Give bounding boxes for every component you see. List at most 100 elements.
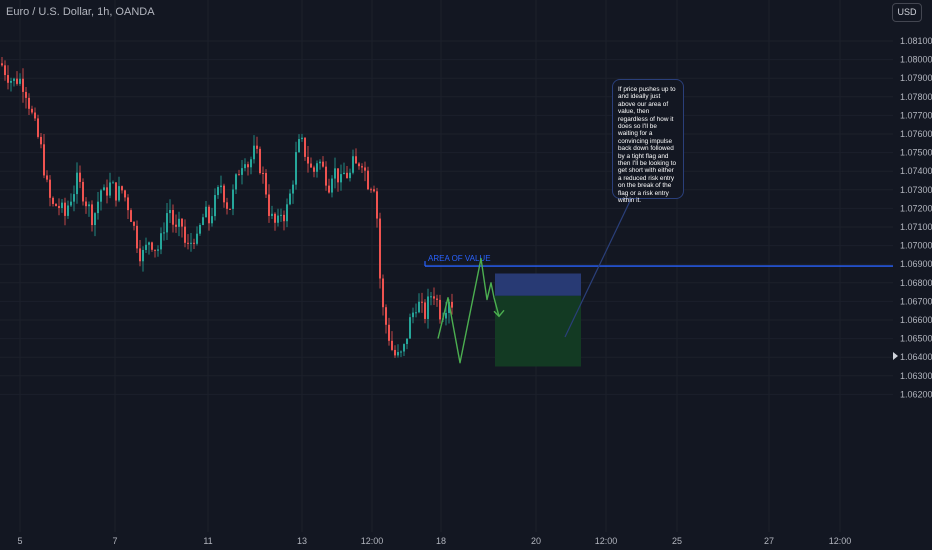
candle-body	[271, 213, 273, 216]
candle-body	[451, 301, 453, 308]
callout-note[interactable]: If price pushes up to and ideally just a…	[612, 79, 684, 204]
candle-body	[400, 351, 402, 353]
stop-loss-zone[interactable]	[495, 273, 581, 296]
time-tick-label: 20	[531, 536, 541, 546]
candle-body	[79, 172, 81, 182]
price-tick-label: 1.07400	[900, 166, 932, 176]
candle-body	[337, 168, 339, 183]
candle-body	[205, 206, 207, 218]
candle-body	[361, 166, 363, 168]
candle-body	[352, 156, 354, 173]
candle-body	[193, 242, 195, 244]
candle-body	[235, 174, 237, 190]
candle-body	[403, 344, 405, 352]
candle-body	[310, 163, 312, 168]
arrow-head-icon	[493, 309, 505, 318]
candle-body	[82, 181, 84, 202]
candle-body	[394, 349, 396, 356]
candle-body	[115, 182, 117, 201]
candle-body	[142, 249, 144, 262]
candle-body	[148, 242, 150, 245]
price-tick-label: 1.07500	[900, 148, 932, 158]
candle-body	[217, 187, 219, 196]
candle-body	[73, 194, 75, 202]
candle-body	[172, 210, 174, 225]
time-tick-label: 25	[672, 536, 682, 546]
candle-body	[103, 187, 105, 191]
projected-path[interactable]	[437, 257, 500, 364]
candle-body	[286, 204, 288, 222]
candle-body	[40, 136, 42, 145]
candle-body	[76, 172, 78, 195]
candle-body	[409, 317, 411, 339]
candle-body	[22, 78, 24, 92]
price-axis: 1.08100 1.08000 1.07900 1.07800 1.07700 1.076…	[900, 36, 932, 399]
candle-body	[226, 202, 228, 209]
candle-body	[1, 63, 3, 66]
candle-body	[343, 172, 345, 175]
candle-body	[412, 312, 414, 318]
price-tick-label: 1.07600	[900, 129, 932, 139]
area-of-value-label: AREA OF VALUE	[428, 254, 491, 263]
candle-body	[427, 296, 429, 319]
time-tick-label: 13	[297, 536, 307, 546]
candle-body	[229, 208, 231, 210]
candle-body	[187, 242, 189, 244]
candle-body	[100, 190, 102, 202]
candle-body	[97, 201, 99, 214]
price-tick-label: 1.08100	[900, 36, 932, 46]
candle-body	[166, 213, 168, 233]
candle-body	[109, 182, 111, 196]
candle-body	[307, 156, 309, 164]
candle-body	[331, 178, 333, 193]
candle-body	[301, 137, 303, 140]
candle-body	[433, 296, 435, 299]
candle-body	[364, 167, 366, 171]
candle-body	[256, 145, 258, 149]
price-tick-label: 1.07900	[900, 73, 932, 83]
take-profit-zone[interactable]	[495, 295, 581, 367]
candle-body	[139, 248, 141, 262]
candle-body	[358, 163, 360, 167]
candle-body	[52, 197, 54, 204]
candle-body	[46, 175, 48, 180]
candle-body	[121, 186, 123, 191]
candle-body	[430, 296, 432, 298]
candle-body	[118, 186, 120, 201]
price-tick-label: 1.07100	[900, 222, 932, 232]
candle-body	[391, 340, 393, 350]
time-tick-label: 5	[17, 536, 22, 546]
time-tick-label: 18	[436, 536, 446, 546]
candle-body	[265, 173, 267, 195]
candle-body	[169, 210, 171, 214]
candle-body	[214, 195, 216, 217]
candle-body	[346, 172, 348, 179]
symbol-title: Euro / U.S. Dollar, 1h, OANDA	[6, 6, 155, 18]
candle-body	[253, 145, 255, 160]
candle-body	[376, 191, 378, 219]
candle-body	[238, 174, 240, 176]
price-tick-label: 1.06200	[900, 389, 932, 399]
candle-body	[247, 164, 249, 168]
currency-button[interactable]: USD	[892, 3, 922, 22]
candle-body	[349, 172, 351, 179]
price-tick-label: 1.08000	[900, 55, 932, 65]
candle-body	[7, 75, 9, 83]
candle-body	[415, 312, 417, 314]
candle-body	[196, 233, 198, 244]
price-marker-icon	[893, 352, 898, 360]
candle-body	[4, 65, 6, 76]
candle-body	[184, 226, 186, 243]
candle-body	[397, 352, 399, 356]
candle-body	[157, 249, 159, 251]
price-tick-label: 1.07000	[900, 241, 932, 251]
candle-body	[127, 197, 129, 211]
candle-body	[370, 189, 372, 191]
candle-body	[58, 205, 60, 209]
candle-body	[436, 298, 438, 300]
candle-body	[211, 216, 213, 224]
candle-body	[283, 214, 285, 222]
price-tick-label: 1.06800	[900, 278, 932, 288]
candle-body	[190, 242, 192, 244]
